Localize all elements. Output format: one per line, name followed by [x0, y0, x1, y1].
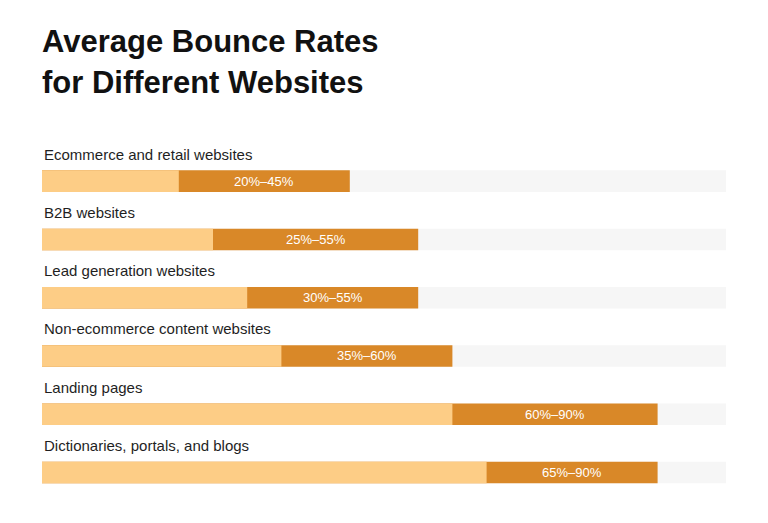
svg-text:B2B websites: B2B websites	[44, 204, 135, 221]
svg-text:60%–90%: 60%–90%	[525, 407, 585, 422]
svg-text:Non-ecommerce content websites: Non-ecommerce content websites	[44, 320, 271, 337]
svg-text:35%–60%: 35%–60%	[337, 348, 397, 363]
svg-text:30%–55%: 30%–55%	[303, 290, 363, 305]
svg-text:Average Bounce Ratesfor Differ: Average Bounce Ratesfor Different Websit…	[42, 24, 379, 99]
svg-text:Ecommerce and retail websites: Ecommerce and retail websites	[44, 146, 252, 163]
svg-text:65%–90%: 65%–90%	[542, 465, 602, 480]
svg-text:20%–45%: 20%–45%	[234, 174, 294, 189]
svg-text:Landing pages: Landing pages	[44, 379, 142, 396]
svg-text:Dictionaries, portals, and blo: Dictionaries, portals, and blogs	[44, 437, 249, 454]
svg-text:25%–55%: 25%–55%	[286, 232, 346, 247]
svg-text:Lead generation websites: Lead generation websites	[44, 262, 215, 279]
